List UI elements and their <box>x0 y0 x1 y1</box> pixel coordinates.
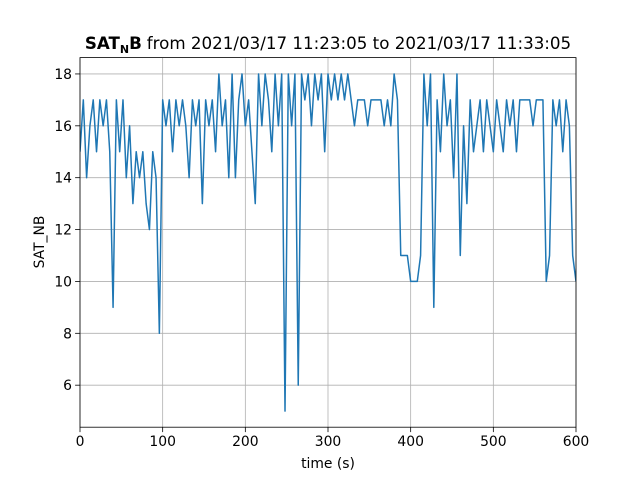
x-tick-label: 400 <box>397 434 424 450</box>
y-tick-label: 6 <box>63 378 72 394</box>
x-axis-label: time (s) <box>301 456 355 472</box>
y-tick-label: 14 <box>54 171 72 187</box>
chart-title: SATNB from 2021/03/17 11:23:05 to 2021/03… <box>85 33 571 56</box>
plot-area: 0 100 200 300 400 500 600 6 8 10 12 14 16 18 <box>54 57 590 450</box>
y-tick-label: 10 <box>54 274 72 290</box>
x-tick-label: 100 <box>149 434 176 450</box>
title-subscript: N <box>120 43 129 56</box>
title-bold: SAT <box>85 33 121 53</box>
y-axis-label: SAT_NB <box>32 216 48 269</box>
y-tick-label: 16 <box>54 119 72 135</box>
x-tick-label: 500 <box>480 434 507 450</box>
x-tick-label: 300 <box>315 434 342 450</box>
title-rest: from 2021/03/17 11:23:05 to 2021/03/17 1… <box>147 33 571 53</box>
y-tick-label: 18 <box>54 67 72 83</box>
title-bold-end: B <box>129 33 142 53</box>
x-tick-label: 0 <box>76 434 85 450</box>
data-line <box>80 73 576 412</box>
x-tick-label: 600 <box>563 434 590 450</box>
y-tick-label: 8 <box>63 326 72 342</box>
x-tick-label: 200 <box>232 434 259 450</box>
y-tick-label: 12 <box>54 223 72 239</box>
axes-frame <box>79 57 577 428</box>
